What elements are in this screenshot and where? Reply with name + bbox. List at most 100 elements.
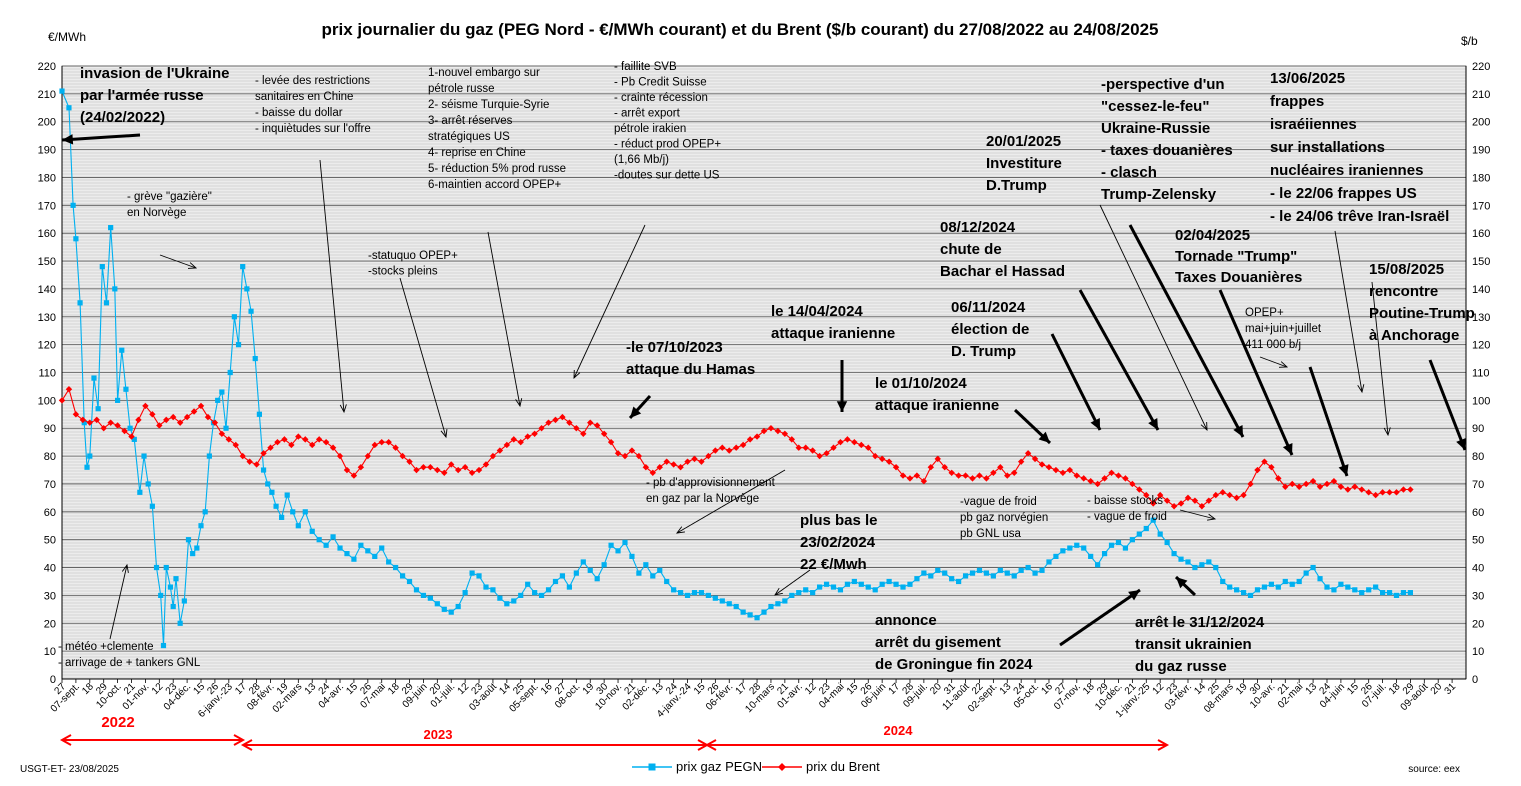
data-point-gaz	[497, 595, 503, 601]
annotation-line: - arrêt export	[614, 108, 681, 120]
data-point-brent	[795, 444, 802, 451]
data-point-gaz	[844, 581, 851, 587]
data-point-brent	[322, 438, 330, 446]
data-point-brent	[663, 458, 670, 465]
data-point-gaz	[650, 573, 656, 579]
data-point-brent	[802, 444, 809, 451]
data-point-gaz	[256, 411, 262, 417]
annotation-line: 08/12/2024	[940, 219, 1016, 236]
annotation-line: 4- reprise en Chine	[428, 147, 526, 159]
data-point-gaz	[983, 570, 990, 576]
year-range-2024-head-right	[1157, 739, 1170, 751]
y-tick-right: 80	[1472, 451, 1484, 463]
annotation-arrow	[1308, 366, 1349, 477]
annotation-line: -perspective d'un	[1101, 76, 1225, 93]
data-point-brent	[156, 422, 163, 429]
data-point-brent	[1122, 475, 1129, 482]
data-point-brent	[607, 438, 615, 446]
annotation-investiture: 20/01/2025 Investiture D.Trump	[986, 133, 1062, 194]
data-point-brent	[767, 425, 775, 432]
data-point-gaz	[1157, 531, 1163, 537]
data-point-brent	[1094, 480, 1101, 488]
data-point-gaz	[95, 406, 101, 412]
data-point-gaz	[145, 481, 151, 487]
data-point-gaz	[1185, 559, 1191, 565]
annotation-line: Trump-Zelensky	[1101, 186, 1217, 203]
footer-credit: USGT-ET- 23/08/2025	[20, 764, 119, 775]
y-tick-left: 150	[38, 256, 56, 268]
data-point-gaz	[504, 601, 510, 607]
y-tick-left: 130	[38, 312, 56, 324]
data-point-gaz	[244, 286, 250, 292]
data-point-gaz	[91, 375, 97, 381]
y-tick-right: 10	[1472, 646, 1484, 658]
data-point-gaz	[84, 464, 90, 470]
data-point-gaz	[580, 559, 586, 565]
data-point-gaz	[223, 425, 229, 431]
annotation-line: du gaz russe	[1135, 658, 1227, 675]
data-point-gaz	[1171, 551, 1177, 557]
annotation-pointer-head	[1357, 384, 1365, 394]
data-point-gaz	[1150, 517, 1156, 523]
annotation-line: le 14/04/2024	[771, 303, 863, 320]
data-point-brent	[906, 475, 914, 482]
data-point-brent	[475, 466, 483, 474]
y-tick-right: 70	[1472, 479, 1484, 491]
y-tick-right: 180	[1472, 172, 1490, 184]
data-point-gaz	[1345, 584, 1351, 590]
y-tick-left: 90	[44, 423, 56, 435]
annotation-line: - inquiètudes sur l'offre	[255, 123, 371, 135]
data-point-gaz	[664, 578, 670, 585]
data-point-gaz	[1282, 578, 1288, 585]
data-point-gaz	[921, 570, 927, 576]
data-point-gaz	[949, 576, 955, 582]
annotation-line: invasion de l'Ukraine	[80, 65, 229, 82]
legend-marker-gaz	[648, 763, 656, 771]
data-point-gaz	[1192, 564, 1198, 571]
data-point-gaz	[525, 581, 531, 587]
data-point-brent	[1038, 461, 1046, 468]
data-point-brent	[441, 469, 448, 477]
data-point-gaz	[344, 551, 350, 557]
data-point-brent	[1031, 455, 1039, 463]
y-tick-right: 210	[1472, 89, 1490, 101]
annotation-arrow-head	[1456, 438, 1466, 450]
data-point-gaz	[552, 578, 559, 585]
data-point-gaz	[976, 567, 983, 573]
data-point-brent	[1393, 489, 1400, 496]
annotation-line: 6-maintien accord OPEP+	[428, 179, 562, 191]
data-point-brent	[65, 386, 73, 393]
annotation-line: -le 07/10/2023	[626, 339, 723, 356]
data-point-brent	[281, 436, 288, 443]
annotation-line: - pb d'approvisionnement	[646, 477, 776, 489]
data-point-brent	[1087, 477, 1094, 485]
y-tick-left: 20	[44, 618, 56, 630]
data-point-gaz	[886, 578, 892, 585]
y-tick-left: 170	[38, 200, 56, 212]
annotation-iran-oct: le 01/10/2024 attaque iranienne	[875, 375, 999, 414]
data-point-brent	[990, 469, 997, 477]
data-point-gaz	[290, 509, 296, 515]
data-point-gaz	[269, 489, 275, 495]
data-point-gaz	[1115, 539, 1122, 546]
data-point-brent	[1080, 475, 1087, 482]
data-point-brent	[642, 464, 650, 471]
data-point-brent	[1073, 472, 1080, 479]
data-point-gaz	[538, 592, 545, 599]
annotation-line: D. Trump	[951, 343, 1016, 360]
data-point-brent	[1337, 483, 1345, 490]
annotation-pointer	[1334, 230, 1363, 393]
data-point-brent	[1282, 483, 1289, 490]
annotation-pointer	[1099, 204, 1208, 431]
data-point-gaz	[629, 553, 635, 559]
annotation-line: - le 24/06 trêve Iran-Israël	[1270, 208, 1449, 225]
y-tick-left: 220	[38, 61, 56, 73]
data-point-brent	[927, 464, 935, 471]
annotation-pointer	[1179, 509, 1216, 520]
data-point-gaz	[462, 590, 468, 596]
annotation-line: 22 €/Mwh	[800, 556, 867, 573]
data-point-gaz	[1032, 570, 1038, 576]
data-point-brent	[920, 477, 928, 485]
data-point-brent	[496, 447, 504, 454]
